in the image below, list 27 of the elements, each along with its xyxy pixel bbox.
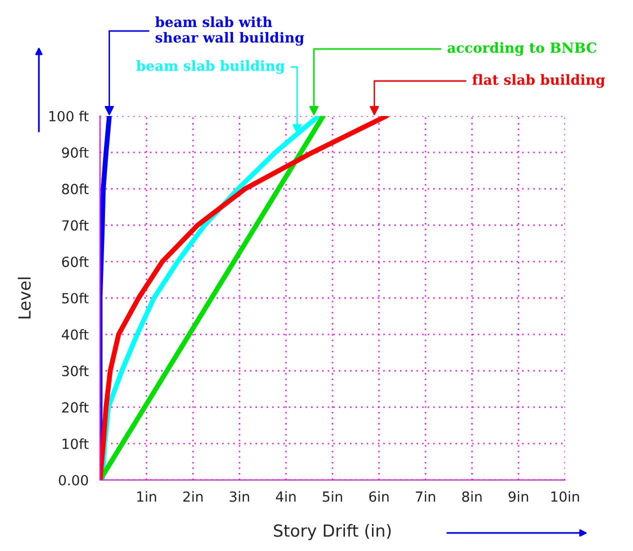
x-tick-label: 8in (462, 491, 482, 502)
annotation: beam slab building (136, 60, 285, 74)
x-tick-label: 6in (369, 491, 389, 502)
y-axis-title: Level (18, 278, 31, 318)
annotation: according to BNBC (448, 42, 596, 56)
y-tick-label: 0.00 (58, 474, 88, 486)
x-tick-label: 2in (183, 491, 203, 502)
y-tick-label: 50ft (62, 292, 89, 304)
annotation: beam slab with shear wall building (155, 16, 304, 46)
y-tick-label: 70ft (62, 220, 89, 231)
x-tick-label: 4in (276, 491, 296, 502)
x-tick-label: 3in (230, 491, 250, 502)
y-tick-label: 60ft (62, 256, 89, 268)
y-tick-label: 20ft (62, 402, 89, 413)
x-tick-label: 1in (137, 491, 156, 502)
y-tick-label: 100 ft (49, 110, 89, 122)
x-tick-label: 10in (551, 491, 579, 502)
y-tick-label: 40ft (62, 329, 89, 340)
y-tick-label: 80ft (62, 184, 89, 194)
x-tick-label: 5in (322, 491, 342, 502)
annotation: flat slab building (472, 74, 605, 88)
x-tick-label: 9in (508, 491, 528, 502)
y-tick-label: 90ft (62, 147, 89, 158)
x-tick-label: 7in (416, 491, 436, 502)
y-tick-label: 30ft (62, 366, 89, 376)
x-axis-title: Story Drift (in) (274, 524, 391, 540)
y-tick-label: 10ft (62, 438, 89, 450)
